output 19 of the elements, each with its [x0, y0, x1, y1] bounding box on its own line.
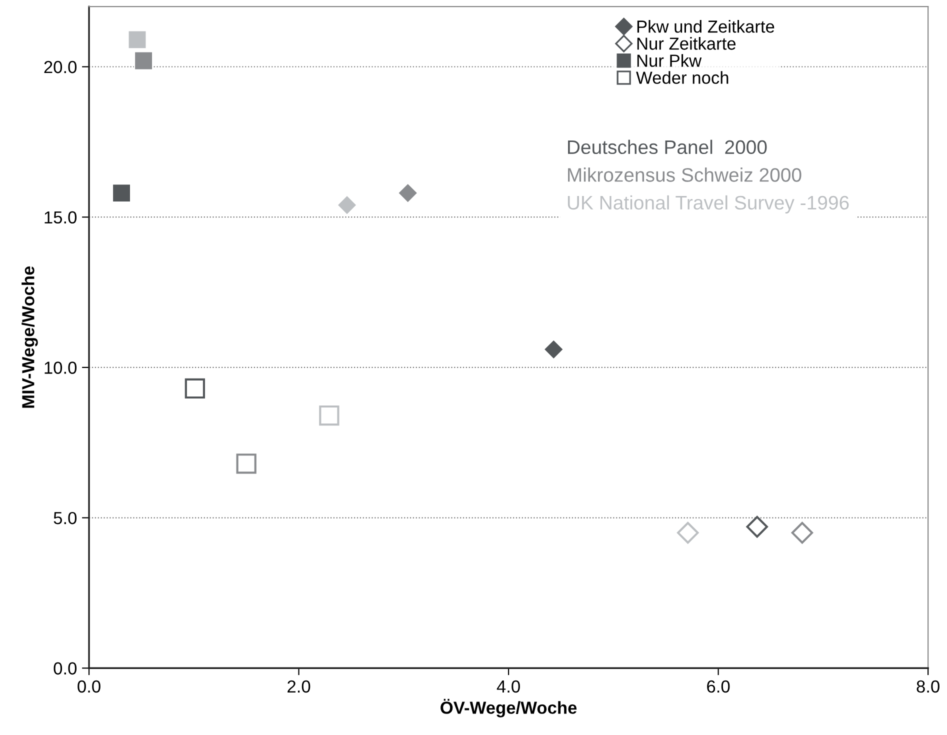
x-axis-title: ÖV-Wege/Woche: [440, 698, 577, 718]
legend-label: Nur Pkw: [637, 54, 702, 67]
y-tick-label: 10.0: [44, 362, 77, 374]
y-axis-title: MIV-Wege/Woche: [22, 266, 38, 408]
x-tick-label: 2.0: [288, 680, 310, 693]
x-tick-label: 8.0: [916, 680, 940, 693]
y-tick-label: 0.0: [54, 662, 77, 675]
legend-label: Nur Zeitkarte: [637, 37, 736, 50]
x-tick-label: 4.0: [496, 680, 520, 693]
legend-label: Weder noch: [636, 71, 728, 84]
annotation: Mikrozensus Schweiz 2000: [568, 168, 802, 182]
y-tick-label: 5.0: [54, 512, 77, 524]
annotation: UK National Travel Survey -1996: [568, 195, 849, 214]
y-tick-label: 20.0: [44, 60, 77, 74]
y-tick-label: 15.0: [44, 211, 77, 224]
legend-label: Pkw und Zeitkarte: [637, 20, 774, 33]
x-tick-label: 6.0: [707, 680, 730, 693]
x-tick-label: 0.0: [78, 680, 100, 693]
annotation: Deutsches Panel 2000: [568, 140, 767, 154]
